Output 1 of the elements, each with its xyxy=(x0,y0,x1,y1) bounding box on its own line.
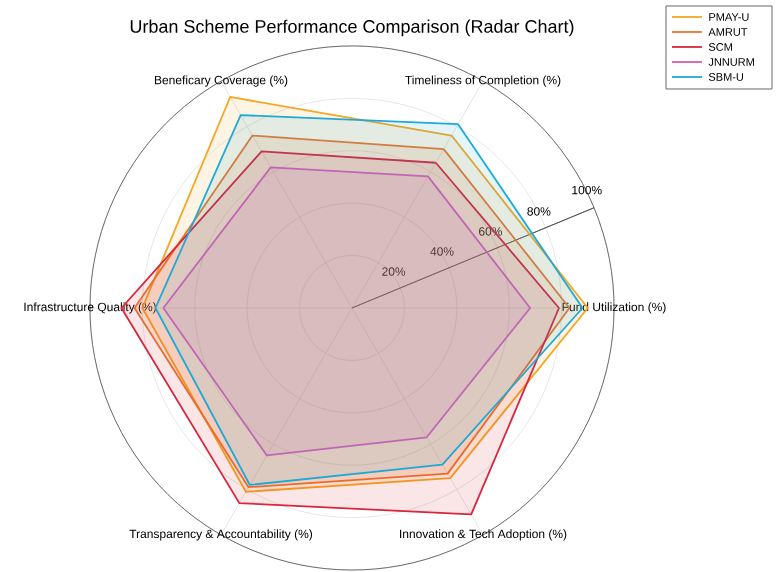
text: Urban Scheme Performance Comparison (Radar Chart) xyxy=(130,19,574,37)
